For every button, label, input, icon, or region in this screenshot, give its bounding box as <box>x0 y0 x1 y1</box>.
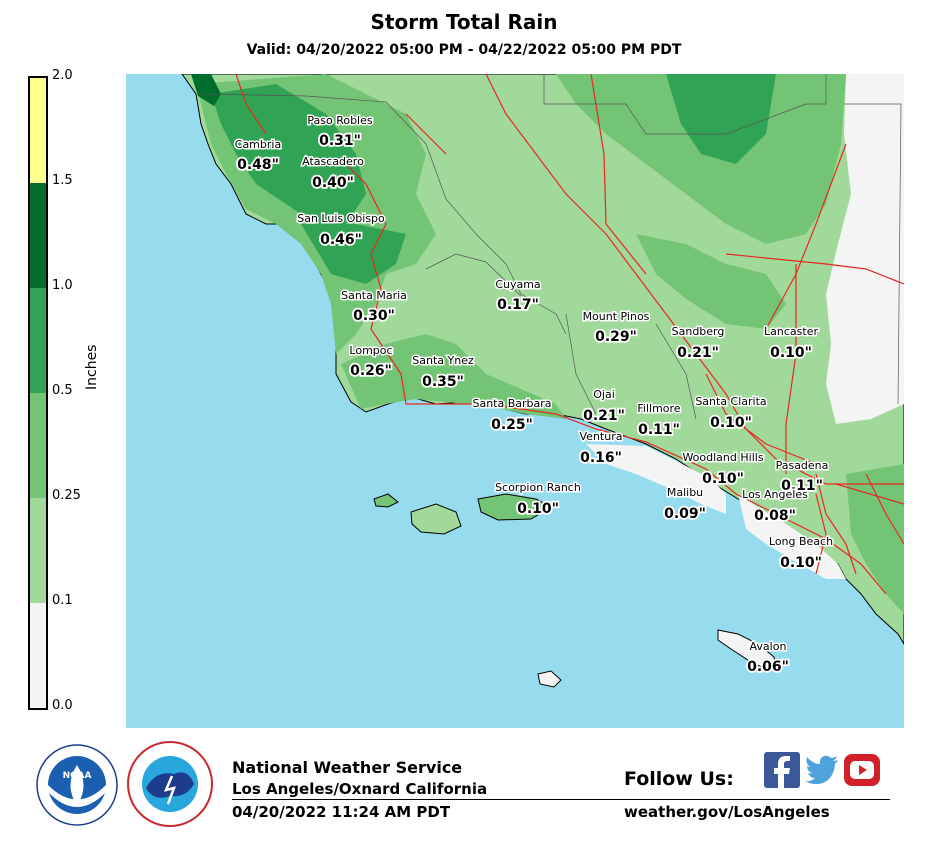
rain-zone-0.25 <box>636 234 786 329</box>
rain-zone-0.5 <box>211 84 366 224</box>
colorbar-tick: 1.0 <box>52 278 73 293</box>
highways <box>235 74 904 595</box>
colorbar-tick: 0.25 <box>52 488 81 503</box>
station-value: 0.35" <box>422 374 464 390</box>
issued-timestamp: 04/20/2022 11:24 AM PDT <box>232 803 451 821</box>
footer-divider <box>232 799 890 800</box>
dry-area-east <box>826 74 904 424</box>
dry-area-coast <box>586 444 726 514</box>
rain-zone-0.5 <box>666 74 776 164</box>
facebook-icon[interactable] <box>764 752 800 788</box>
station-value: 0.46" <box>320 232 362 248</box>
island-san-clemente <box>537 670 562 688</box>
station-value: 0.31" <box>319 133 361 149</box>
rain-colorbar <box>28 76 48 710</box>
noaa-logo: NOAA <box>36 744 118 826</box>
station-value: 0.10" <box>517 501 559 517</box>
station-name: Pasadena <box>776 459 829 472</box>
station-name: Cuyama <box>495 278 540 291</box>
valid-period: Valid: 04/20/2022 05:00 PM - 04/22/2022 … <box>246 42 682 58</box>
station-name: Fillmore <box>637 402 680 415</box>
station-value: 0.08" <box>754 508 796 524</box>
colorbar-bin-0.1-0.25 <box>30 498 46 603</box>
colorbar-tick: 0.1 <box>52 593 73 608</box>
island-santa-catalina <box>717 629 777 670</box>
rainfall-map[interactable]: Paso Robles 0.31" Cambria 0.48" Atascade… <box>126 74 904 728</box>
colorbar-axis-label: Inches <box>84 344 100 390</box>
station-value: 0.26" <box>350 363 392 379</box>
follow-us-label: Follow Us: <box>624 768 734 790</box>
map-canvas: Paso Robles 0.31" Cambria 0.48" Atascade… <box>126 74 904 728</box>
station-name: Malibu <box>667 486 703 499</box>
station-name: Lancaster <box>764 325 818 338</box>
station-name: Mount Pinos <box>583 310 650 323</box>
station-value: 0.48" <box>237 157 279 173</box>
station-value: 0.10" <box>702 471 744 487</box>
station-name: Santa Ynez <box>412 354 474 367</box>
youtube-icon[interactable] <box>844 752 880 788</box>
nws-logo <box>127 741 213 827</box>
station-markers: Paso Robles 0.31" Cambria 0.48" Atascade… <box>233 113 834 677</box>
station-name: Long Beach <box>769 535 833 548</box>
station-value: 0.09" <box>664 506 706 522</box>
colorbar-bin-0.25-0.5 <box>30 393 46 498</box>
station-value: 0.10" <box>780 555 822 571</box>
station-name: San Luis Obispo <box>297 212 385 225</box>
colorbar-bin-1.5-2.0 <box>30 78 46 183</box>
station-value: 0.29" <box>595 329 637 345</box>
station-value: 0.11" <box>781 478 823 494</box>
colorbar-tick: 1.5 <box>52 173 73 188</box>
station-value: 0.10" <box>710 415 752 431</box>
station-value: 0.21" <box>583 408 625 424</box>
station-name: Los Angeles <box>742 488 808 501</box>
station-value: 0.21" <box>677 345 719 361</box>
rain-zone-0.5 <box>301 224 406 284</box>
colorbar-tick: 0.5 <box>52 383 73 398</box>
rain-zone-0.25 <box>846 464 904 614</box>
station-name: Paso Robles <box>307 114 373 127</box>
station-name: Lompoc <box>349 344 392 357</box>
agency-name: National Weather Service <box>232 758 463 777</box>
station-value: 0.40" <box>312 175 354 191</box>
website-link[interactable]: weather.gov/LosAngeles <box>624 803 830 821</box>
station-name: Ojai <box>593 388 615 401</box>
island-san-miguel <box>373 493 399 508</box>
rain-zone-0.25 <box>341 334 566 419</box>
colorbar-bin-0.5-1.0 <box>30 288 46 393</box>
station-name: Ventura <box>580 430 623 443</box>
colorbar-bin-1.0-1.5 <box>30 183 46 288</box>
station-name: Avalon <box>750 640 787 653</box>
station-name: Santa Maria <box>341 289 407 302</box>
station-value: 0.17" <box>497 297 539 313</box>
island-santa-cruz <box>477 493 553 521</box>
svg-text:NOAA: NOAA <box>63 771 92 781</box>
colorbar-tick: 2.0 <box>52 68 73 83</box>
twitter-icon[interactable] <box>804 752 840 788</box>
station-name: Woodland Hills <box>682 451 763 464</box>
station-value: 0.30" <box>353 308 395 324</box>
island-santa-rosa <box>410 503 462 535</box>
rain-zone-1.0 <box>191 74 221 106</box>
station-value: 0.25" <box>491 417 533 433</box>
station-name: Santa Clarita <box>695 395 766 408</box>
station-name: Scorpion Ranch <box>495 481 581 494</box>
station-name: Cambria <box>235 138 281 151</box>
station-value: 0.10" <box>770 345 812 361</box>
station-name: Sandberg <box>672 325 725 338</box>
station-value: 0.06" <box>747 659 789 675</box>
colorbar-tick: 0.0 <box>52 698 73 713</box>
station-value: 0.16" <box>580 450 622 466</box>
station-value: 0.11" <box>638 422 680 438</box>
county-lines <box>200 74 902 420</box>
colorbar-bin-0.0-0.1 <box>30 603 46 708</box>
station-name: Atascadero <box>302 155 364 168</box>
dry-area-la <box>738 494 846 579</box>
office-name: Los Angeles/Oxnard California <box>232 780 488 798</box>
map-title: Storm Total Rain <box>370 10 558 34</box>
station-name: Santa Barbara <box>472 397 551 410</box>
